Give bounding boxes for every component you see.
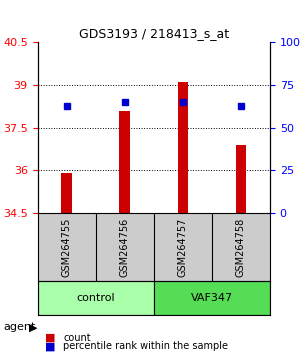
Text: GSM264757: GSM264757 — [178, 217, 188, 276]
Text: control: control — [76, 293, 115, 303]
FancyBboxPatch shape — [38, 281, 154, 315]
Title: GDS3193 / 218413_s_at: GDS3193 / 218413_s_at — [79, 27, 229, 40]
Bar — [236, 145, 246, 213]
Bar — [61, 173, 72, 213]
Text: count: count — [63, 333, 91, 343]
Text: GSM264756: GSM264756 — [120, 217, 130, 276]
Text: percentile rank within the sample: percentile rank within the sample — [63, 341, 228, 351]
Text: ■: ■ — [45, 333, 56, 343]
Bar — [178, 82, 188, 213]
Text: ■: ■ — [45, 341, 56, 351]
Text: VAF347: VAF347 — [191, 293, 233, 303]
Text: ▶: ▶ — [28, 322, 37, 332]
Text: GSM264758: GSM264758 — [236, 217, 246, 276]
FancyBboxPatch shape — [154, 281, 270, 315]
Text: GSM264755: GSM264755 — [61, 217, 72, 276]
Text: agent: agent — [3, 322, 35, 332]
Bar — [119, 110, 130, 213]
